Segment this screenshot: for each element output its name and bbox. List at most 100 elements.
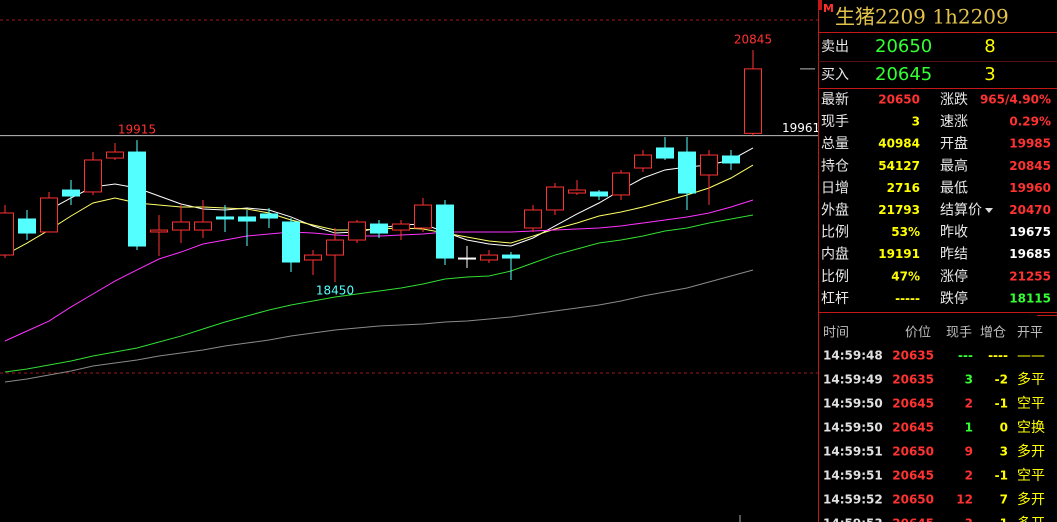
trade-price: 20635 (892, 349, 934, 363)
stat-value: ----- (895, 291, 920, 305)
trade-volume: 2 (965, 469, 973, 483)
candle-body (436, 204, 454, 259)
stat-label: 比例 (821, 269, 849, 285)
trade-change: -1 (995, 469, 1008, 483)
stat-label: 涨停 (940, 268, 968, 285)
candle-body (216, 216, 234, 220)
candle-body (502, 254, 520, 259)
candle-body (524, 209, 542, 229)
stat-value: 19191 (878, 247, 920, 261)
candle-body (678, 151, 696, 194)
stat-label: 内盘 (821, 246, 849, 263)
stat-label: 最高 (940, 157, 968, 174)
book-label: 卖出 (821, 39, 849, 55)
trade-price: 20650 (892, 445, 934, 459)
trade-change: 0 (1000, 421, 1008, 435)
trade-time: 14:59:48 (823, 349, 883, 363)
stat-value: 0.29% (1009, 115, 1051, 129)
candlestick-chart: 19961 19915 20845 18450 (0, 19, 820, 522)
stat-value: 965/4.90% (980, 93, 1051, 107)
stat-value: 40984 (878, 137, 920, 151)
stat-value: 19685 (1009, 247, 1051, 261)
trade-volume: 3 (965, 373, 973, 387)
trade-time: 14:59:50 (823, 397, 883, 411)
stat-label: 日增 (821, 180, 849, 196)
stat-label: 最新 (821, 92, 849, 108)
trade-type: 空平 (1017, 468, 1045, 484)
trade-type: 多开 (1017, 491, 1045, 508)
trade-type: 多开 (1017, 515, 1045, 522)
stat-value: 47% (891, 269, 920, 283)
trade-header: 价位 (905, 326, 931, 341)
trade-header: 增仓 (980, 326, 1006, 341)
candle-body (238, 216, 256, 222)
trade-time: 14:59:50 (823, 421, 883, 435)
contract-title: 生猪2209 1h2209 (835, 5, 1009, 29)
candle-body (590, 191, 608, 197)
low-label: 18450 (316, 284, 354, 298)
trade-type: 空平 (1017, 396, 1045, 412)
dropdown-arrow[interactable] (985, 208, 993, 213)
trade-type: 空换 (1017, 419, 1045, 436)
stat-value: 20650 (878, 93, 920, 107)
book-label: 买入 (821, 67, 849, 83)
ma-line (4, 269, 754, 383)
trade-volume: 9 (965, 445, 973, 459)
trade-header: 时间 (823, 326, 849, 341)
trade-price: 20650 (892, 493, 934, 507)
candle-body (722, 155, 740, 164)
trade-type: —— (1017, 348, 1045, 364)
stat-label: 涨跌 (940, 92, 968, 108)
candle-body (392, 223, 410, 231)
stat-value: 2716 (887, 181, 920, 195)
trade-change: 7 (1000, 493, 1008, 507)
book-price: 20650 (875, 36, 932, 57)
candle-body (370, 223, 388, 234)
candle-body (304, 254, 322, 261)
stat-label: 开盘 (940, 135, 968, 152)
stat-label: 比例 (821, 225, 849, 241)
candle-body (172, 221, 190, 231)
trade-type: 多平 (1017, 371, 1045, 388)
candle-body (0, 212, 14, 256)
candle-body (106, 151, 124, 159)
high-label: 20845 (734, 33, 772, 47)
trade-type: 多开 (1017, 443, 1045, 460)
stat-label: 总量 (821, 136, 849, 152)
candle-body (18, 218, 36, 234)
stat-label: 现手 (821, 114, 849, 130)
stat-value: 54127 (878, 159, 920, 173)
trade-change: -1 (995, 397, 1008, 411)
corner-mark (818, 0, 822, 10)
trade-volume: 2 (965, 397, 973, 411)
stat-value: 21793 (878, 203, 920, 217)
stat-label: 昨结 (940, 247, 968, 263)
trade-change: ---- (988, 349, 1008, 363)
candle-body (700, 154, 718, 176)
candle-body (458, 257, 476, 260)
stat-value: 18115 (1009, 291, 1051, 305)
trade-time: 14:59:52 (823, 493, 883, 507)
trade-change: 1 (1000, 517, 1008, 522)
trade-volume: --- (958, 349, 973, 363)
trade-price: 20645 (892, 517, 934, 522)
quote-panel: M 生猪2209 1h2209 卖出 20650 8 买入 20645 3 最新 20650 涨… (818, 0, 1057, 522)
stat-value: 21255 (1009, 269, 1051, 283)
candle-body (282, 221, 300, 263)
candle-body (84, 159, 102, 193)
stat-value: 53% (891, 225, 920, 239)
stat-label: 速涨 (940, 114, 968, 130)
trade-time: 14:59:51 (823, 469, 883, 483)
candle-body (348, 221, 366, 241)
candle-body (414, 204, 432, 229)
candle-body (150, 229, 168, 233)
trade-time: 14:59:51 (823, 445, 883, 459)
trade-price: 20645 (892, 469, 934, 483)
candle-body (194, 221, 212, 231)
candle-body (546, 186, 564, 211)
stat-label: 昨收 (940, 225, 968, 241)
stat-value: 20845 (1009, 159, 1051, 173)
stat-value: 19960 (1009, 181, 1051, 195)
trade-time: 14:59:49 (823, 373, 883, 387)
